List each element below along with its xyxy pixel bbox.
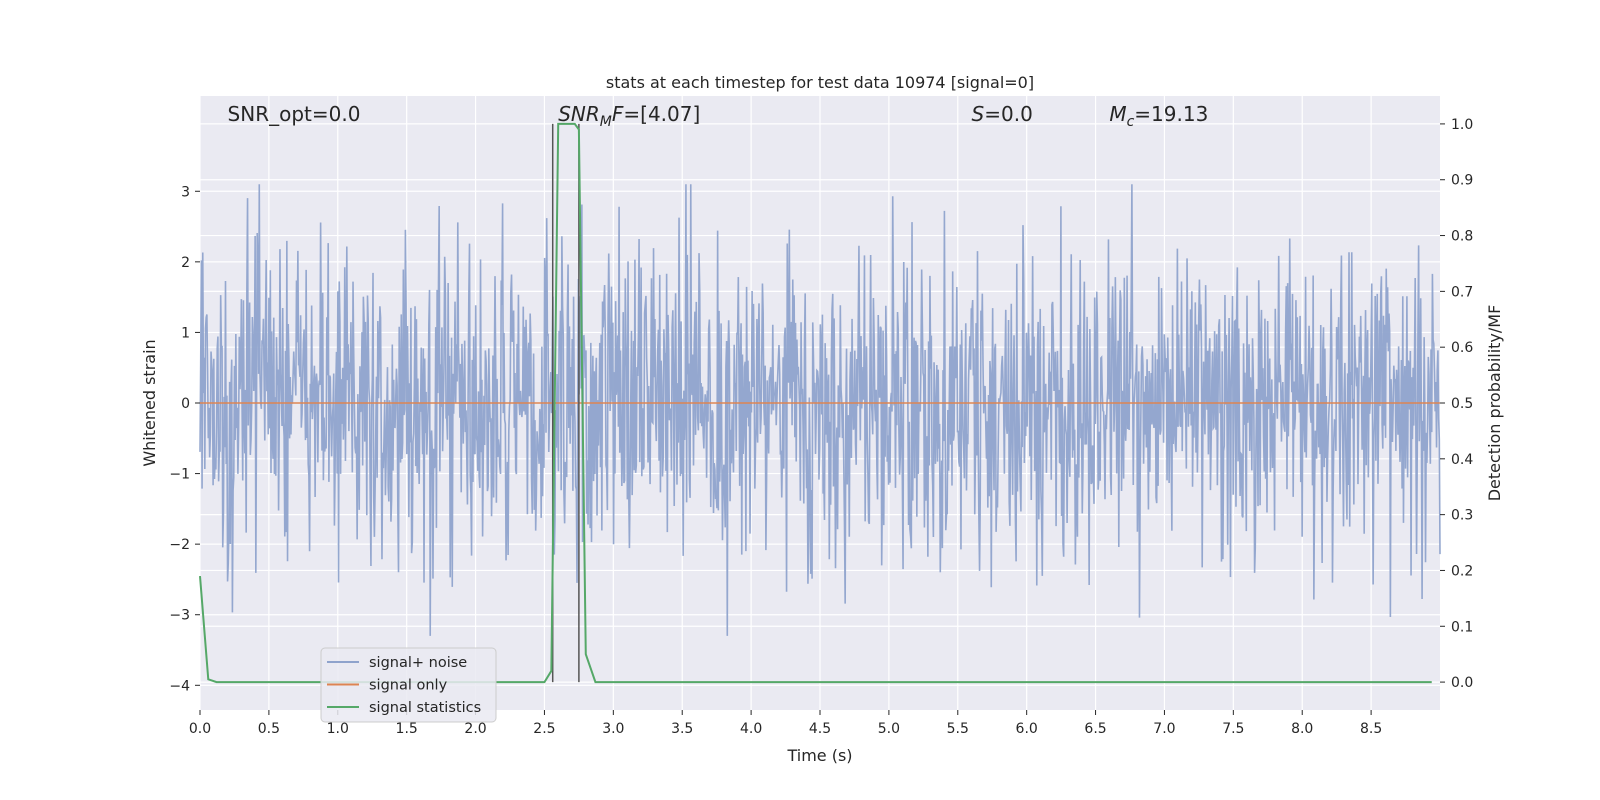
signal-statistics-series	[199, 122, 1432, 684]
legend-box	[320, 647, 497, 723]
x-tick-label: 5.0	[878, 721, 900, 737]
x-tick-label: 2.5	[533, 721, 555, 737]
y2-tick-label: 0.0	[1451, 675, 1473, 691]
noise-trace	[199, 184, 1441, 636]
y2-tick-label: 0.9	[1451, 173, 1473, 189]
y2-tick-label: 0.4	[1451, 452, 1473, 468]
x-tick-label: 4.0	[740, 721, 762, 737]
y-tick-label: −4	[169, 678, 190, 694]
x-tick-label: 6.0	[1016, 721, 1038, 737]
x-tick-label: 0.0	[189, 721, 211, 737]
y2-tick-label: 0.2	[1451, 563, 1473, 579]
legend-label: signal statistics	[369, 700, 481, 716]
x-tick-label: 7.0	[1153, 721, 1175, 737]
y2-tick-label: 0.1	[1451, 619, 1473, 635]
annotation-mc: Mc=19.13	[1109, 102, 1208, 130]
x-tick-label: 1.0	[327, 721, 349, 737]
y-tick-label: 1	[181, 325, 190, 341]
x-tick-label: 8.0	[1291, 721, 1313, 737]
legend-label: signal+ noise	[369, 655, 467, 671]
legend-label: signal only	[369, 678, 448, 694]
x-tick-label: 8.5	[1360, 721, 1382, 737]
x-tick-label: 0.5	[258, 721, 280, 737]
annotation-snrmf: SNRMF=[4.07]	[558, 102, 700, 130]
x-tick-label: 1.5	[396, 721, 418, 737]
y2-tick-label: 0.5	[1451, 396, 1473, 412]
y-tick-label: −3	[169, 608, 190, 624]
x-ticks: 0.0 0.5 1.0 1.5 2.0 2.5 3.0 3.5 4.0 4.5 5.0 5.5 6.0 6…	[189, 710, 1382, 737]
x-tick-label: 4.5	[809, 721, 831, 737]
y2-ticks: 1.0 0.9 0.8 0.7 0.6 0.5 0.4 0.3 0.2 0.1 0.0	[1440, 117, 1473, 691]
annotation-s: S=0.0	[972, 102, 1033, 126]
x-tick-label: 5.5	[947, 721, 969, 737]
legend: signal+ noise signal only signal statistic…	[320, 647, 497, 723]
y-ticks: 3 2 1 0 −1 −2 −3 −4	[169, 184, 200, 694]
x-tick-label: 3.0	[602, 721, 624, 737]
y2-tick-label: 1.0	[1451, 117, 1473, 133]
x-tick-label: 7.5	[1222, 721, 1244, 737]
y-axis-label: Whitened strain	[140, 339, 159, 466]
chart-title: stats at each timestep for test data 109…	[606, 73, 1034, 92]
noise-series	[199, 184, 1441, 636]
y2-tick-label: 0.3	[1451, 508, 1473, 524]
y-tick-label: 3	[181, 184, 190, 200]
x-tick-label: 6.5	[1084, 721, 1106, 737]
y2-tick-label: 0.8	[1451, 229, 1473, 245]
signal-statistics-line	[199, 122, 1432, 684]
x-axis-label: Time (s)	[786, 746, 852, 765]
x-tick-label: 2.0	[464, 721, 486, 737]
y2-axis-label: Detection probability/MF	[1485, 305, 1504, 502]
y-tick-label: −2	[169, 537, 190, 553]
y-tick-label: 2	[181, 255, 190, 271]
annotation-plain: SNR_opt=0.0	[228, 102, 361, 126]
y-tick-label: 0	[181, 396, 190, 412]
y2-tick-label: 0.7	[1451, 284, 1473, 300]
y2-tick-label: 0.6	[1451, 340, 1473, 356]
annotations: SNR_opt=0.0 SNRMF=[4.07] S=0.0 Mc=19.13	[228, 102, 1209, 130]
x-tick-label: 3.5	[671, 721, 693, 737]
y-tick-label: −1	[169, 467, 190, 483]
